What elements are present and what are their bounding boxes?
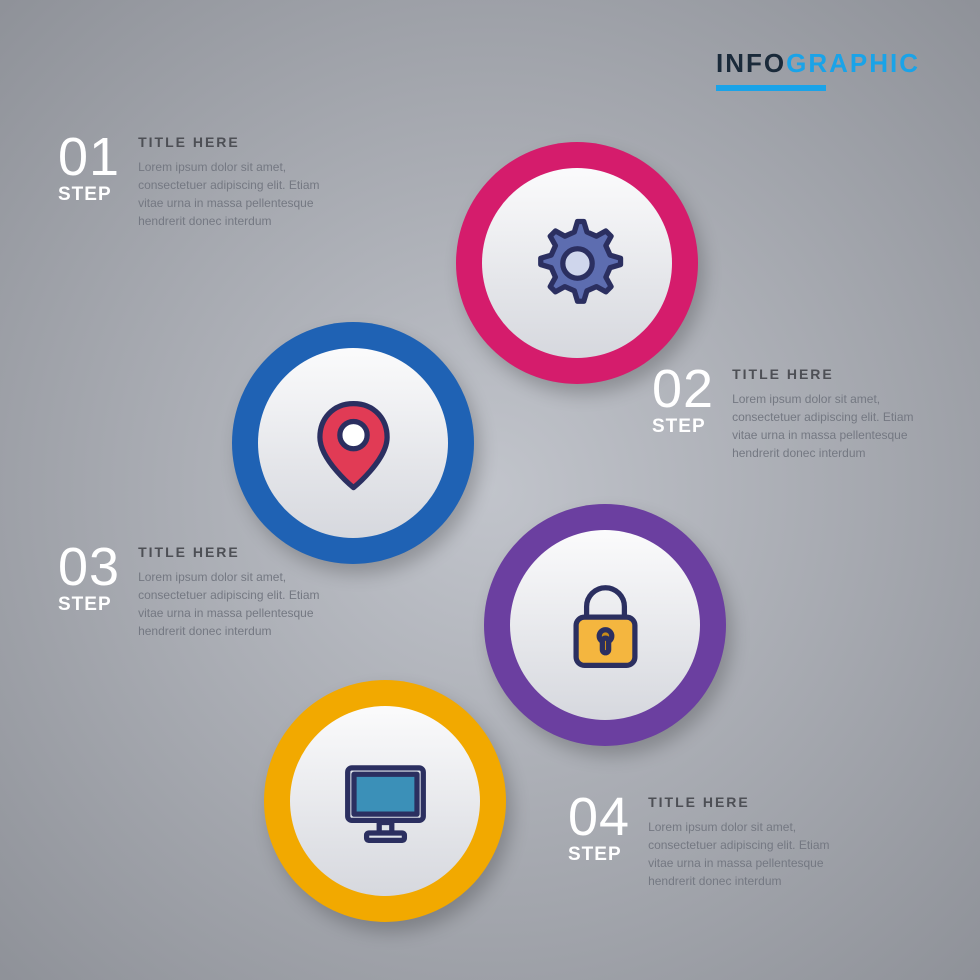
infographic-canvas: INFOGRAPHIC 01STEPTITL bbox=[0, 0, 980, 980]
header-word-2: GRAPHIC bbox=[786, 48, 920, 78]
monitor-icon bbox=[333, 749, 438, 854]
step-circle-01 bbox=[456, 142, 698, 384]
step-number: 02 bbox=[652, 362, 714, 416]
step-text-03: 03STEP TITLE HERE Lorem ipsum dolor sit am… bbox=[58, 540, 323, 640]
step-label: STEP bbox=[58, 184, 112, 206]
step-text-02: 02STEP TITLE HERE Lorem ipsum dolor sit am… bbox=[652, 362, 917, 462]
step-title: TITLE HERE bbox=[732, 366, 917, 382]
header-underline bbox=[716, 85, 826, 91]
step-circle-inner-03 bbox=[510, 530, 700, 720]
step-body: Lorem ipsum dolor sit amet, consectetuer… bbox=[138, 568, 323, 640]
header: INFOGRAPHIC bbox=[716, 48, 920, 91]
header-word-1: INFO bbox=[716, 48, 786, 78]
step-circle-inner-02 bbox=[258, 348, 448, 538]
gear-icon bbox=[525, 211, 630, 316]
lock-icon bbox=[553, 573, 658, 678]
step-title: TITLE HERE bbox=[138, 544, 323, 560]
pin-icon bbox=[301, 391, 406, 496]
step-label: STEP bbox=[652, 416, 706, 438]
step-circle-04 bbox=[264, 680, 506, 922]
step-text-04: 04STEP TITLE HERE Lorem ipsum dolor sit am… bbox=[568, 790, 833, 890]
step-number: 04 bbox=[568, 790, 630, 844]
step-circle-inner-01 bbox=[482, 168, 672, 358]
step-label: STEP bbox=[568, 844, 622, 866]
step-number: 03 bbox=[58, 540, 120, 594]
step-title: TITLE HERE bbox=[138, 134, 323, 150]
step-circle-02 bbox=[232, 322, 474, 564]
step-circle-03 bbox=[484, 504, 726, 746]
step-body: Lorem ipsum dolor sit amet, consectetuer… bbox=[648, 818, 833, 890]
step-circle-inner-04 bbox=[290, 706, 480, 896]
step-text-01: 01STEP TITLE HERE Lorem ipsum dolor sit am… bbox=[58, 130, 323, 230]
step-number: 01 bbox=[58, 130, 120, 184]
step-body: Lorem ipsum dolor sit amet, consectetuer… bbox=[732, 390, 917, 462]
step-label: STEP bbox=[58, 594, 112, 616]
step-body: Lorem ipsum dolor sit amet, consectetuer… bbox=[138, 158, 323, 230]
step-title: TITLE HERE bbox=[648, 794, 833, 810]
